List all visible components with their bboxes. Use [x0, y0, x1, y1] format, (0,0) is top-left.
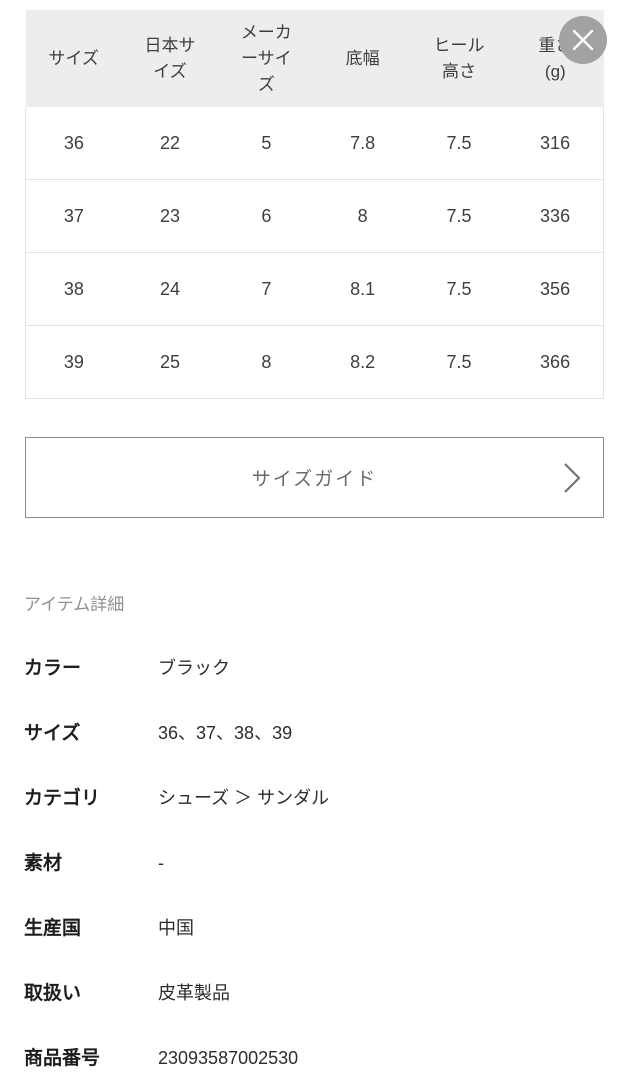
table-cell: 22	[121, 107, 219, 180]
table-cell: 37	[24, 179, 122, 253]
table-cell: 25	[121, 325, 219, 399]
size-table-header-row: サイズ 日本サ イズ メーカ ーサイ ズ 底幅 ヒール 高さ 重さ (g)	[25, 10, 604, 107]
column-header-size: サイズ	[25, 10, 122, 107]
detail-row-category: カテゴリ シューズ ＞ サンダル	[24, 786, 600, 811]
table-cell: 366	[507, 325, 605, 399]
table-cell: 356	[507, 252, 605, 326]
column-header-japan-size: 日本サ イズ	[121, 10, 219, 107]
detail-label: 取扱い	[24, 983, 82, 1004]
detail-label: サイズ	[24, 723, 81, 744]
table-cell: 36	[24, 107, 122, 180]
table-cell: 38	[24, 252, 122, 326]
detail-value: シューズ ＞ サンダル	[158, 788, 330, 808]
column-header-maker-size: メーカ ーサイ ズ	[218, 10, 315, 107]
table-cell: 7.5	[410, 325, 508, 399]
table-cell: 8	[218, 325, 315, 399]
close-button[interactable]	[559, 16, 607, 64]
detail-value: 23093587002530	[158, 1048, 299, 1068]
table-cell: 39	[24, 325, 122, 399]
detail-label: カラー	[24, 658, 82, 679]
detail-row-size: サイズ 36、37、38、39	[24, 721, 600, 746]
table-cell: 6	[218, 179, 315, 253]
size-table: サイズ 日本サ イズ メーカ ーサイ ズ 底幅 ヒール 高さ 重さ (g) 36…	[24, 10, 605, 399]
table-row: 38 24 7 8.1 7.5 356	[24, 252, 605, 326]
detail-value: ブラック	[158, 658, 230, 678]
chevron-right-icon	[564, 462, 581, 493]
table-row: 37 23 6 8 7.5 336	[24, 179, 605, 253]
table-cell: 8	[314, 179, 411, 253]
size-guide-label: サイズガイド	[251, 469, 378, 490]
table-cell: 24	[121, 252, 219, 326]
item-details-title: アイテム詳細	[24, 595, 125, 614]
item-details-section: アイテム詳細 カラー ブラック サイズ 36、37、38、39 カテゴリ シュー…	[24, 595, 600, 1071]
detail-value: -	[158, 853, 164, 873]
detail-value: 36、37、38、39	[158, 723, 293, 743]
detail-label: 生産国	[24, 918, 82, 939]
table-cell: 7.5	[410, 179, 508, 253]
table-row: 39 25 8 8.2 7.5 366	[24, 325, 605, 399]
table-cell: 7.5	[410, 107, 508, 180]
detail-label: 商品番号	[24, 1048, 101, 1069]
table-cell: 316	[507, 107, 605, 180]
detail-row-country: 生産国 中国	[24, 916, 600, 941]
table-row: 36 22 5 7.8 7.5 316	[24, 107, 605, 180]
detail-row-handling: 取扱い 皮革製品	[24, 981, 600, 1006]
table-cell: 7.8	[314, 107, 411, 180]
detail-row-color: カラー ブラック	[24, 656, 600, 681]
table-cell: 336	[507, 179, 605, 253]
detail-label: カテゴリ	[24, 788, 101, 809]
table-cell: 23	[121, 179, 219, 253]
detail-row-product-number: 商品番号 23093587002530	[24, 1046, 600, 1071]
table-cell: 5	[218, 107, 315, 180]
table-cell: 8.1	[314, 252, 411, 326]
column-header-heel-height: ヒール 高さ	[410, 10, 508, 107]
detail-value: 皮革製品	[158, 983, 230, 1003]
close-icon	[572, 29, 594, 51]
column-header-sole-width: 底幅	[314, 10, 411, 107]
size-guide-button[interactable]: サイズガイド	[25, 437, 604, 518]
detail-label: 素材	[24, 853, 63, 874]
table-cell: 7.5	[410, 252, 508, 326]
table-cell: 8.2	[314, 325, 411, 399]
detail-row-material: 素材 -	[24, 851, 600, 876]
table-cell: 7	[218, 252, 315, 326]
detail-value: 中国	[158, 918, 194, 938]
